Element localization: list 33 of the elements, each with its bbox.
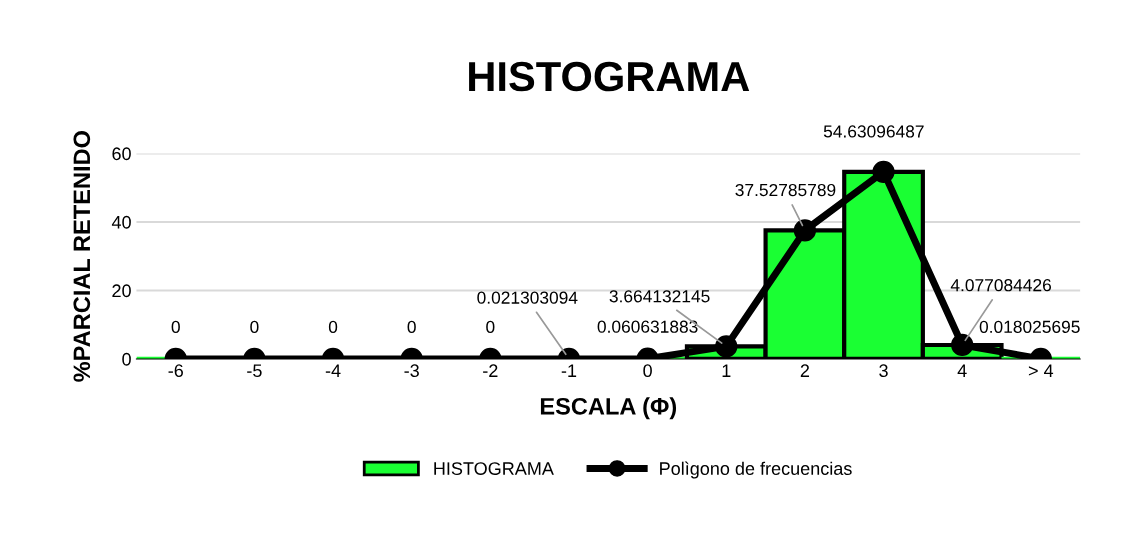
data-label: 3.664132145 <box>609 290 710 303</box>
data-label: 0 <box>328 320 338 334</box>
data-label: 0 <box>250 320 259 334</box>
x-tick-label: 3 <box>879 364 888 378</box>
data-label: 4.077084426 <box>950 279 1052 292</box>
y-tick-label: 40 <box>111 215 131 229</box>
x-axis-title: ESCALA (Φ) <box>540 397 677 420</box>
legend-label: Polìgono de frecuencias <box>660 461 852 479</box>
x-tick-label: -1 <box>561 364 577 377</box>
x-tick-label: -3 <box>404 364 419 378</box>
chart-title: HISTOGRAMA <box>469 61 750 92</box>
x-tick-label: 1 <box>722 364 731 377</box>
x-tick-label: -6 <box>168 364 183 378</box>
x-tick-label: > 4 <box>1028 364 1054 377</box>
x-tick-label: 4 <box>957 364 967 377</box>
x-tick-label: 2 <box>800 364 810 377</box>
x-tick-label: -4 <box>325 364 341 377</box>
data-label: 0.021303094 <box>477 291 578 304</box>
data-label: 0 <box>407 320 416 334</box>
y-tick-label: 60 <box>112 147 131 161</box>
x-tick-label: -2 <box>483 364 498 377</box>
legend-label: HISTOGRAMA <box>434 462 554 475</box>
y-axis-title: %PARCIAL RETENIDO <box>73 131 91 382</box>
data-label: 0 <box>171 320 180 334</box>
data-label: 0 <box>486 320 495 334</box>
data-label: 0.018025695 <box>979 320 1080 333</box>
data-label: 0.060631883 <box>597 320 698 333</box>
x-tick-label: -5 <box>247 364 262 378</box>
y-tick-label: 20 <box>112 284 131 298</box>
y-tick-label: 0 <box>122 352 131 366</box>
data-label: 54.63096487 <box>823 125 924 138</box>
data-label: 37.52785789 <box>735 183 836 197</box>
x-tick-label: 0 <box>643 364 652 378</box>
